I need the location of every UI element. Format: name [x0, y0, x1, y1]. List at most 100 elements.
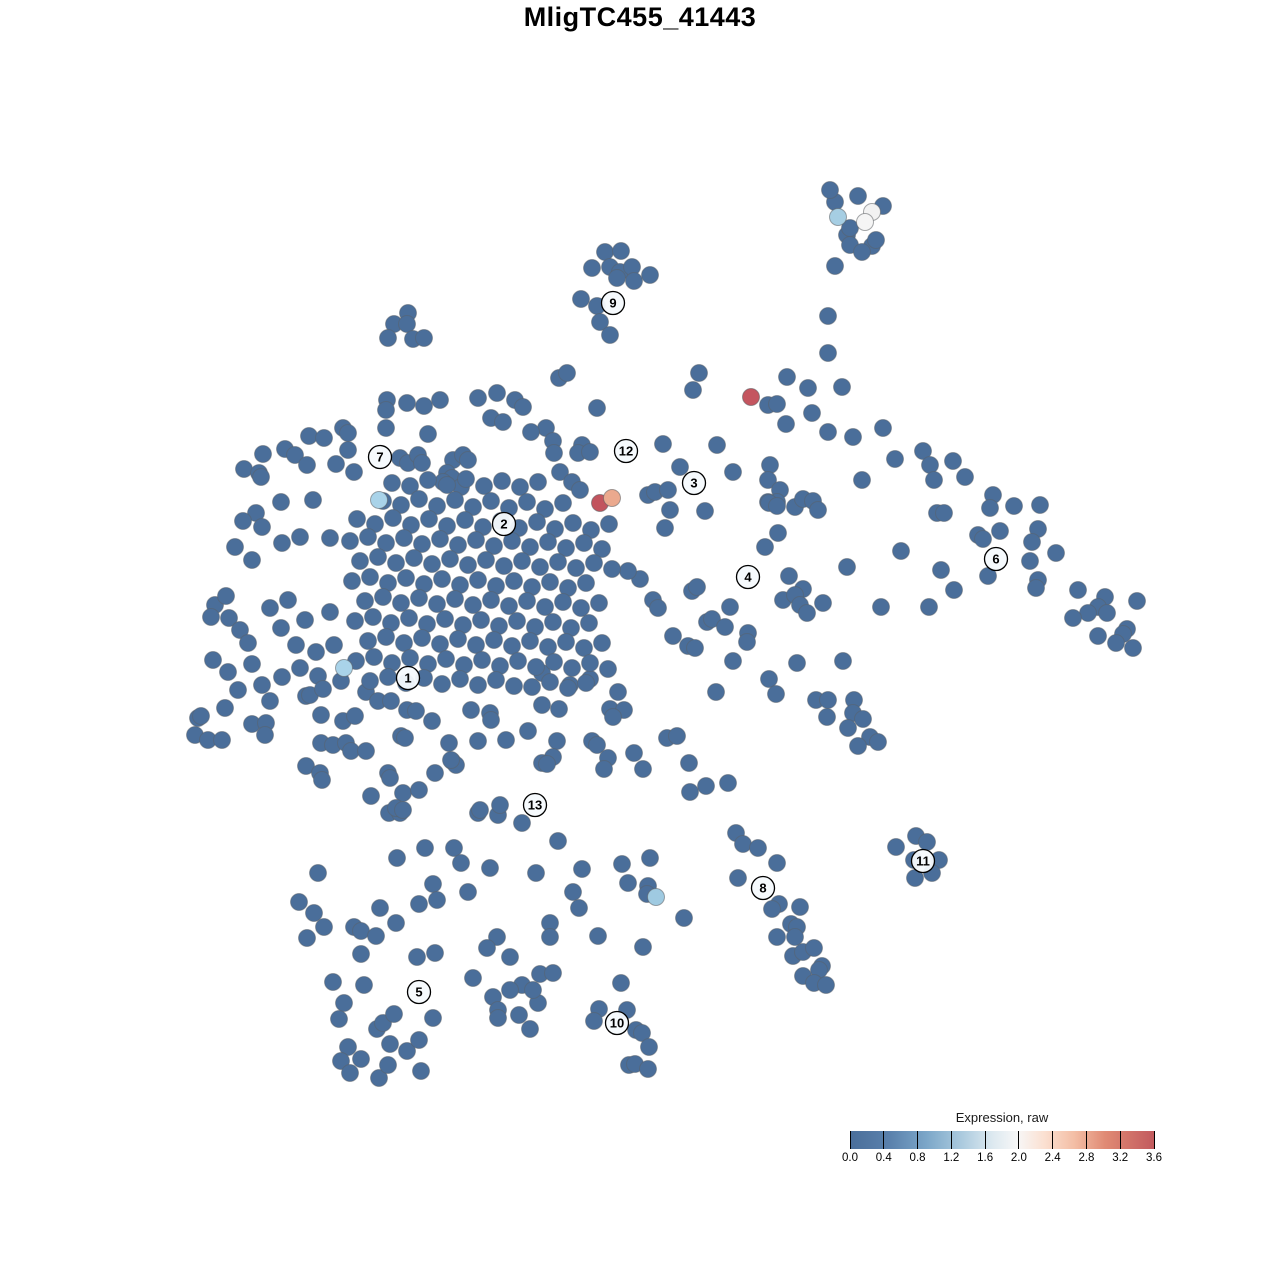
data-point [361, 672, 379, 690]
data-point [536, 598, 554, 616]
data-point [472, 611, 490, 629]
data-point [272, 619, 290, 637]
data-point [763, 900, 781, 918]
data-point [518, 493, 536, 511]
data-point [451, 670, 469, 688]
data-point [595, 760, 613, 778]
data-point [388, 849, 406, 867]
data-point [577, 674, 595, 692]
svg-text:1: 1 [404, 671, 411, 686]
cluster-label: 7 [367, 444, 393, 470]
data-point [387, 554, 405, 572]
data-point [554, 593, 572, 611]
data-point [431, 391, 449, 409]
data-point [394, 784, 412, 802]
data-point [690, 364, 708, 382]
data-point [253, 518, 271, 536]
data-point [335, 994, 353, 1012]
data-point [415, 329, 433, 347]
data-point [488, 384, 506, 402]
data-point [708, 436, 726, 454]
data-point [273, 668, 291, 686]
data-point [777, 415, 795, 433]
data-point [819, 307, 837, 325]
data-point [330, 1010, 348, 1028]
data-point [803, 404, 821, 422]
highlighted-data-point [829, 208, 847, 226]
data-point [420, 510, 438, 528]
data-point [814, 594, 832, 612]
data-point [798, 604, 816, 622]
data-point [1064, 609, 1082, 627]
data-point [416, 839, 434, 857]
data-point [487, 671, 505, 689]
data-point [355, 976, 373, 994]
data-point [497, 731, 515, 749]
data-point [371, 899, 389, 917]
data-point [619, 562, 637, 580]
data-point [849, 737, 867, 755]
data-point [413, 454, 431, 472]
data-point [853, 471, 871, 489]
data-point [449, 536, 467, 554]
data-point [571, 481, 589, 499]
data-point [533, 696, 551, 714]
data-point [756, 538, 774, 556]
data-point [464, 498, 482, 516]
colorbar-tick [1153, 1131, 1155, 1149]
data-point [684, 381, 702, 399]
data-point [423, 555, 441, 573]
data-point [379, 1056, 397, 1074]
data-point [600, 515, 618, 533]
data-point [634, 760, 652, 778]
data-point [300, 427, 318, 445]
data-point [625, 744, 643, 762]
data-point [332, 1052, 350, 1070]
data-point [315, 918, 333, 936]
data-point [482, 591, 500, 609]
expression-legend: Expression, raw 0.0 0.4 0.8 1.2 1.6 2.0 2.4 2.8… [842, 1110, 1162, 1168]
data-point [412, 1062, 430, 1080]
data-point [357, 742, 375, 760]
data-point [505, 572, 523, 590]
data-point [703, 610, 721, 628]
data-point [523, 678, 541, 696]
data-point [633, 1024, 651, 1042]
data-point [477, 551, 495, 569]
data-point [1069, 581, 1087, 599]
data-point [541, 673, 559, 691]
data-point [778, 368, 796, 386]
cluster-label: 11 [910, 848, 936, 874]
data-point [369, 548, 387, 566]
data-point [513, 814, 531, 832]
data-point [261, 692, 279, 710]
data-point [849, 187, 867, 205]
data-point [767, 685, 785, 703]
colorbar-tick [917, 1131, 919, 1149]
colorbar-tick [1052, 1131, 1054, 1149]
data-point [554, 494, 572, 512]
data-point [688, 578, 706, 596]
svg-text:8: 8 [759, 881, 766, 896]
data-point [491, 796, 509, 814]
data-point [541, 928, 559, 946]
data-point [921, 456, 939, 474]
data-point [291, 659, 309, 677]
data-point [410, 490, 428, 508]
data-point [204, 651, 222, 669]
data-point [639, 1060, 657, 1078]
data-point [510, 1006, 528, 1024]
data-point [431, 530, 449, 548]
legend-title: Expression, raw [955, 1110, 1049, 1125]
data-point [760, 670, 778, 688]
data-point [321, 529, 339, 547]
data-point [1047, 544, 1065, 562]
data-point [415, 397, 433, 415]
data-point [341, 532, 359, 550]
data-point [527, 864, 545, 882]
data-point [974, 530, 992, 548]
data-point [217, 587, 235, 605]
data-point [661, 501, 679, 519]
data-point [352, 945, 370, 963]
